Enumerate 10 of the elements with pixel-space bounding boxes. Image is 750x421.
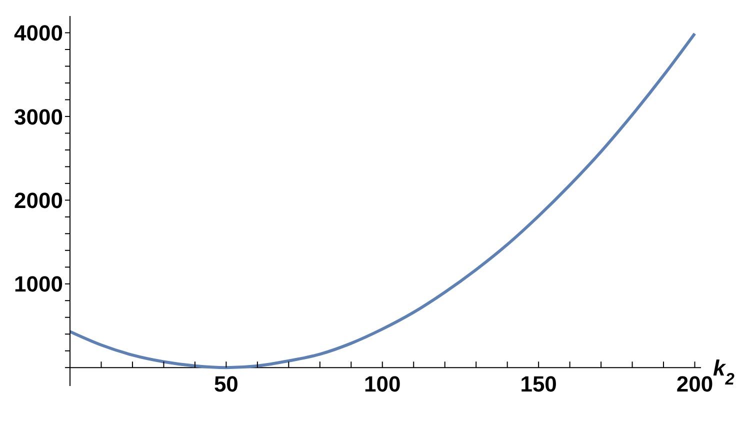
- y-tick-label: 3000: [14, 104, 63, 130]
- x-tick-label: 100: [364, 372, 401, 397]
- x-tick-label: 50: [214, 372, 238, 397]
- y-tick-label: 4000: [14, 20, 63, 46]
- line-series: [70, 32, 696, 370]
- y-tick-label: 1000: [14, 272, 63, 297]
- y-tick-label: 2000: [14, 188, 63, 213]
- x-tick-label: 200: [676, 372, 714, 397]
- x-tick-label: 150: [520, 372, 557, 397]
- x-axis-title: k$_{2}$: [713, 356, 734, 389]
